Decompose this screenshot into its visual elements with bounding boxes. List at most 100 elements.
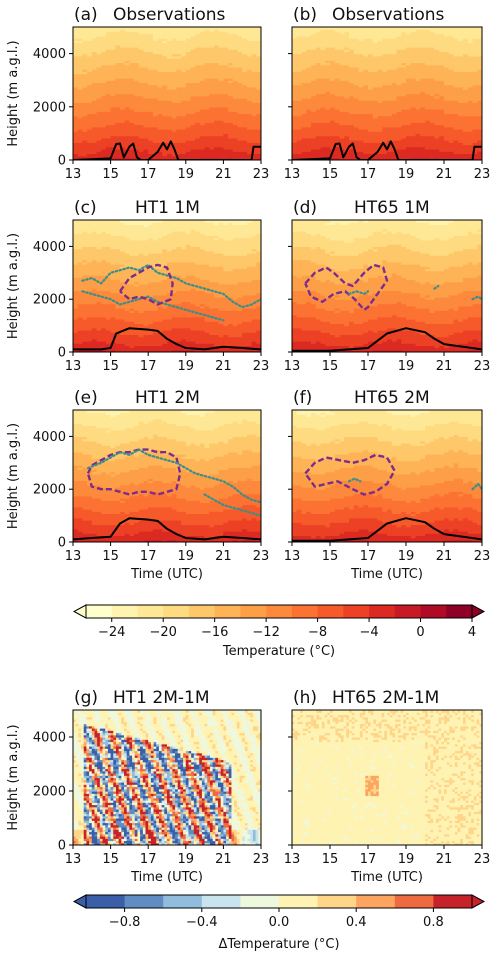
field-cell bbox=[110, 27, 116, 30]
field-cell bbox=[143, 77, 149, 81]
field-cell bbox=[363, 109, 369, 112]
field-cell bbox=[339, 51, 345, 55]
field-cell bbox=[301, 97, 307, 101]
field-cell bbox=[368, 89, 374, 92]
field-cell bbox=[330, 46, 336, 50]
field-cell bbox=[134, 135, 140, 139]
field-cell bbox=[425, 71, 431, 75]
field-cell bbox=[410, 157, 417, 160]
field-cell bbox=[124, 31, 130, 35]
field-cell bbox=[363, 60, 369, 64]
field-cell bbox=[195, 64, 201, 68]
field-cell bbox=[105, 89, 112, 92]
field-cell bbox=[124, 46, 130, 50]
field-cell bbox=[190, 84, 196, 88]
field-cell bbox=[105, 111, 112, 115]
field-cell bbox=[162, 55, 168, 59]
field-cell bbox=[344, 77, 350, 81]
field-cell bbox=[439, 69, 445, 72]
field-cell bbox=[296, 155, 303, 159]
field-cell bbox=[115, 102, 121, 106]
field-cell bbox=[190, 111, 196, 115]
field-cell bbox=[73, 345, 79, 349]
field-cell bbox=[181, 126, 187, 130]
field-cell bbox=[101, 146, 107, 150]
field-cell bbox=[232, 113, 239, 117]
field-cell bbox=[101, 40, 107, 44]
field-cell bbox=[377, 44, 383, 48]
field-cell bbox=[339, 35, 345, 39]
field-cell bbox=[138, 33, 145, 37]
field-cell bbox=[152, 38, 159, 41]
field-cell bbox=[467, 31, 474, 35]
field-cell bbox=[148, 122, 154, 126]
field-cell bbox=[228, 131, 234, 134]
field-cell bbox=[429, 113, 436, 117]
field-cell bbox=[320, 29, 326, 33]
field-cell bbox=[129, 38, 135, 41]
field-cell bbox=[349, 38, 355, 41]
field-cell bbox=[363, 38, 369, 41]
field-cell bbox=[425, 75, 431, 79]
field-cell bbox=[344, 42, 350, 46]
field-cell bbox=[176, 55, 182, 59]
field-cell bbox=[138, 100, 145, 103]
field-cell bbox=[181, 46, 187, 50]
field-cell bbox=[377, 126, 383, 130]
field-cell bbox=[353, 73, 360, 77]
field-cell bbox=[472, 153, 478, 157]
field-cell bbox=[237, 100, 243, 103]
field-cell bbox=[73, 270, 79, 274]
field-cell bbox=[73, 27, 79, 30]
field-cell bbox=[129, 95, 135, 99]
field-cell bbox=[73, 102, 79, 106]
field-cell bbox=[377, 137, 383, 141]
field-cell bbox=[251, 95, 257, 99]
field-cell bbox=[349, 113, 355, 117]
field-cell bbox=[256, 35, 261, 39]
field-cell bbox=[477, 60, 482, 64]
field-cell bbox=[363, 128, 369, 132]
field-cell bbox=[315, 53, 322, 57]
field-cell bbox=[472, 106, 478, 110]
field-cell bbox=[73, 66, 79, 70]
field-cell bbox=[204, 80, 210, 84]
field-cell bbox=[306, 142, 312, 146]
field-cell bbox=[458, 58, 464, 61]
field-cell bbox=[96, 60, 102, 64]
field-cell bbox=[372, 91, 379, 95]
field-cell bbox=[82, 140, 88, 143]
field-cell bbox=[382, 44, 388, 48]
field-cell bbox=[472, 66, 478, 70]
field-cell bbox=[353, 27, 360, 30]
field-cell bbox=[410, 146, 417, 150]
field-cell bbox=[214, 89, 220, 92]
field-cell bbox=[246, 111, 253, 115]
field-cell bbox=[162, 53, 168, 57]
field-cell bbox=[214, 73, 220, 77]
field-cell bbox=[391, 58, 398, 61]
field-cell bbox=[463, 75, 469, 79]
field-cell bbox=[301, 75, 307, 79]
field-cell bbox=[256, 97, 261, 101]
field-cell bbox=[167, 157, 173, 160]
field-cell bbox=[434, 80, 440, 84]
field-cell bbox=[372, 133, 379, 137]
field-cell bbox=[368, 31, 374, 35]
field-cell bbox=[467, 126, 474, 130]
field-cell bbox=[237, 49, 243, 52]
field-cell bbox=[242, 157, 248, 160]
field-cell bbox=[246, 102, 253, 106]
field-cell bbox=[453, 75, 459, 79]
field-cell bbox=[162, 33, 168, 37]
field-cell bbox=[396, 157, 402, 160]
field-cell bbox=[315, 155, 322, 159]
field-cell bbox=[453, 126, 459, 130]
field-cell bbox=[410, 60, 417, 64]
field-cell bbox=[301, 91, 307, 95]
field-cell bbox=[391, 142, 398, 146]
field-cell bbox=[396, 91, 402, 95]
field-cell bbox=[315, 66, 322, 70]
field-cell bbox=[237, 97, 243, 101]
field-cell bbox=[162, 89, 168, 92]
